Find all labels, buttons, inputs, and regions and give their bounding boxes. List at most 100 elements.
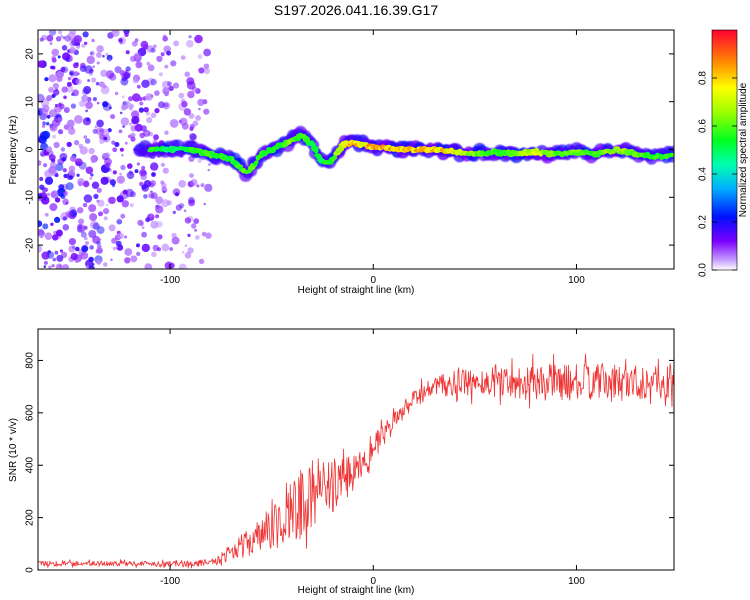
- noise-dot: [120, 164, 126, 171]
- noise-dot: [197, 98, 205, 106]
- noise-dot: [204, 183, 213, 192]
- noise-dot: [125, 50, 130, 55]
- noise-dot: [181, 100, 188, 108]
- noise-dot: [39, 108, 49, 117]
- noise-dot: [150, 162, 159, 171]
- noise-dot: [40, 98, 50, 107]
- noise-dot: [48, 74, 57, 83]
- noise-dot: [168, 85, 174, 92]
- noise-dot: [89, 213, 98, 222]
- noise-dot: [59, 249, 64, 253]
- noise-dot: [92, 65, 95, 68]
- colorbar-tick-label: 0.6: [698, 119, 709, 133]
- noise-dot: [48, 265, 52, 269]
- noise-dot: [65, 210, 73, 218]
- x-tick-label: -100: [160, 576, 180, 587]
- noise-dot: [86, 55, 96, 65]
- noise-dot: [96, 199, 100, 203]
- noise-dot: [156, 221, 163, 228]
- noise-dot: [51, 48, 59, 57]
- x-tick-label: 0: [370, 576, 376, 587]
- noise-dot: [154, 108, 160, 114]
- noise-dot: [52, 134, 56, 139]
- noise-dot: [146, 61, 151, 66]
- noise-dot: [44, 77, 49, 82]
- colorbar-tick-label: 0.8: [698, 71, 709, 85]
- noise-dot: [133, 52, 142, 61]
- noise-dot: [146, 45, 155, 53]
- noise-dot: [172, 82, 180, 89]
- noise-dot: [203, 48, 212, 57]
- noise-dot: [195, 115, 202, 121]
- noise-dot: [122, 189, 128, 195]
- noise-dot: [198, 67, 205, 74]
- noise-dot: [108, 73, 117, 81]
- noise-dot: [77, 224, 86, 233]
- noise-dot: [43, 265, 47, 268]
- noise-dot: [129, 191, 136, 198]
- noise-dot: [116, 195, 124, 203]
- noise-dot: [112, 246, 117, 251]
- noise-dot: [73, 35, 82, 44]
- noise-dot: [175, 204, 183, 211]
- spectrogram-ylabel: Frequency (Hz): [8, 116, 19, 185]
- noise-dot: [38, 228, 44, 236]
- ridge-mark: [332, 154, 338, 160]
- x-tick-label: 0: [370, 275, 376, 286]
- noise-dot: [49, 30, 57, 36]
- noise-dot: [51, 57, 57, 63]
- noise-dot: [55, 163, 64, 172]
- noise-dot: [147, 64, 155, 72]
- noise-dot: [201, 231, 207, 237]
- noise-dot: [80, 231, 87, 238]
- noise-dot: [141, 231, 148, 238]
- noise-dot: [48, 109, 57, 118]
- noise-dot: [53, 141, 60, 149]
- y-tick-label: 20: [25, 48, 36, 60]
- noise-dot: [56, 254, 64, 262]
- noise-dot: [66, 119, 75, 128]
- noise-dot: [49, 123, 54, 128]
- noise-dot: [172, 210, 176, 215]
- noise-dot: [132, 77, 139, 84]
- noise-dot: [196, 184, 200, 188]
- noise-dot: [167, 200, 172, 206]
- noise-dot: [161, 199, 170, 208]
- noise-dot: [197, 158, 202, 163]
- snr-ylabel: SNR (10 * v/v): [8, 418, 19, 482]
- noise-dot: [38, 244, 42, 253]
- noise-dot: [198, 258, 205, 265]
- noise-dot: [197, 54, 203, 59]
- y-tick-label: 10: [25, 96, 36, 108]
- ridge-marks: [147, 132, 674, 175]
- noise-dot: [130, 132, 136, 139]
- noise-dot: [187, 247, 194, 254]
- noise-dot: [130, 105, 134, 108]
- noise-dot: [190, 178, 198, 187]
- noise-dot: [41, 251, 50, 260]
- noise-dot: [92, 235, 101, 244]
- noise-dot: [92, 97, 97, 102]
- noise-dot: [44, 232, 53, 240]
- noise-dot: [75, 246, 80, 252]
- noise-dot: [150, 47, 156, 53]
- noise-dot: [71, 92, 75, 96]
- noise-dot: [150, 94, 154, 98]
- noise-dot: [83, 194, 93, 203]
- y-tick-label: 800: [25, 352, 36, 369]
- noise-dot: [65, 182, 74, 191]
- noise-dot: [44, 176, 54, 185]
- noise-dot: [104, 152, 111, 158]
- noise-dot: [69, 71, 74, 76]
- noise-dot: [90, 220, 99, 230]
- noise-dot: [134, 169, 139, 174]
- colorbar-tick-label: 0.0: [698, 263, 709, 277]
- noise-dot: [78, 161, 87, 170]
- noise-dot: [151, 172, 156, 177]
- noise-dot: [52, 82, 60, 90]
- noise-dot: [84, 41, 88, 45]
- noise-dot: [130, 255, 138, 263]
- noise-dot: [116, 245, 119, 249]
- noise-dot: [153, 44, 157, 48]
- noise-dot: [178, 263, 187, 269]
